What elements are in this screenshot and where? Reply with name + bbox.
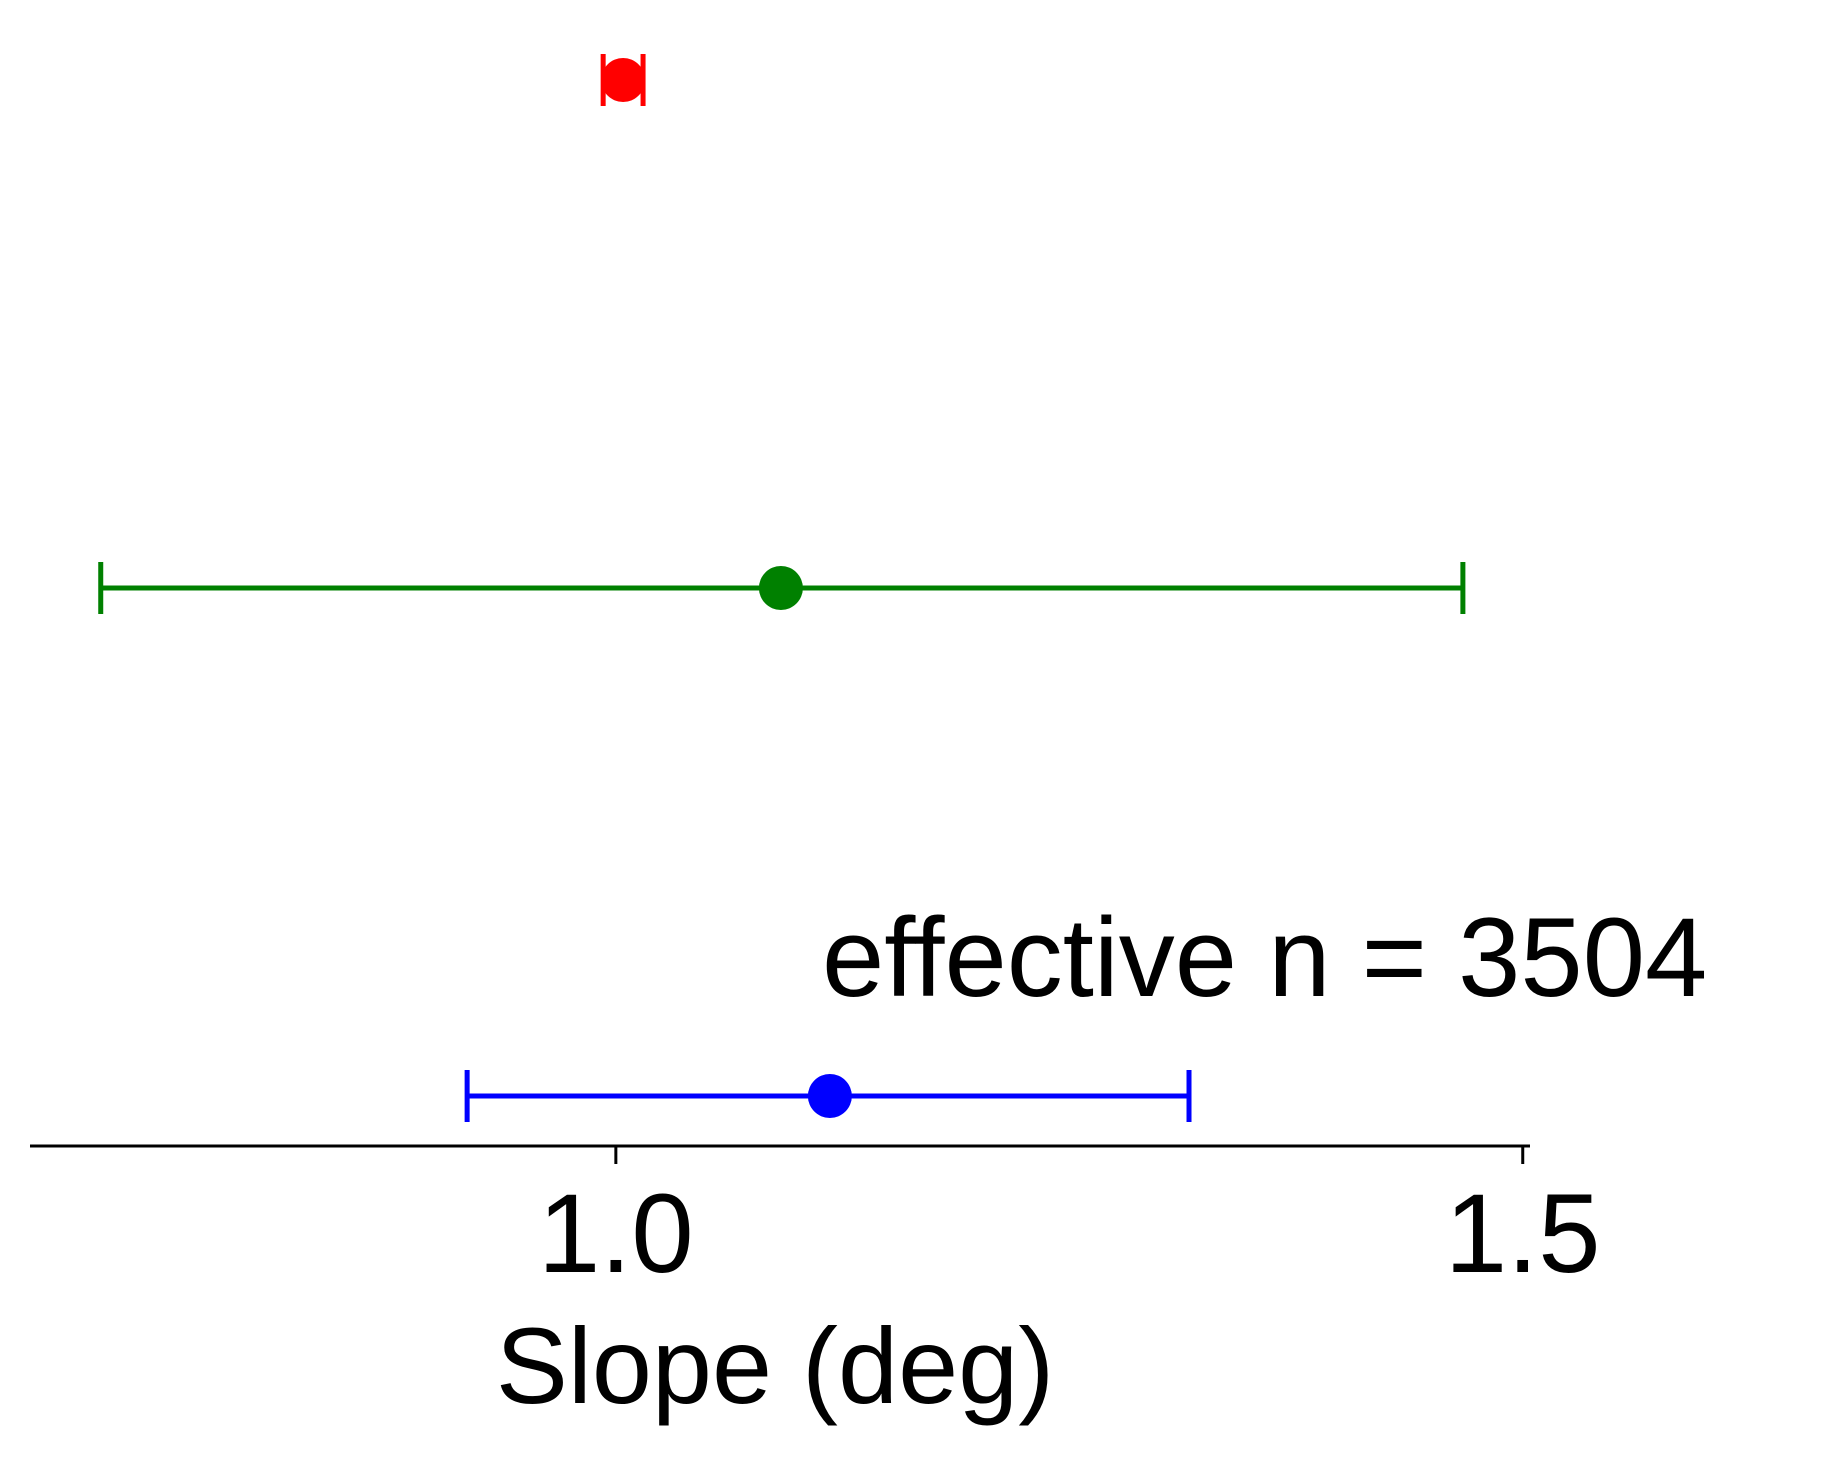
- data-point-group: [98, 562, 1466, 614]
- x-axis: 1.0 1.5: [30, 1144, 1601, 1296]
- data-point-group: [464, 1070, 1192, 1122]
- data-point: [758, 566, 803, 610]
- data-point: [807, 1074, 852, 1118]
- x-tick-label: 1.5: [1445, 1171, 1601, 1296]
- data-marks: [98, 54, 1466, 1122]
- data-point-group: [600, 54, 646, 106]
- x-tick-label: 1.0: [538, 1171, 694, 1296]
- data-point: [601, 58, 646, 102]
- effective-n-annotation: effective n = 3504: [822, 895, 1707, 1020]
- x-axis-label: Slope (deg): [496, 1305, 1054, 1426]
